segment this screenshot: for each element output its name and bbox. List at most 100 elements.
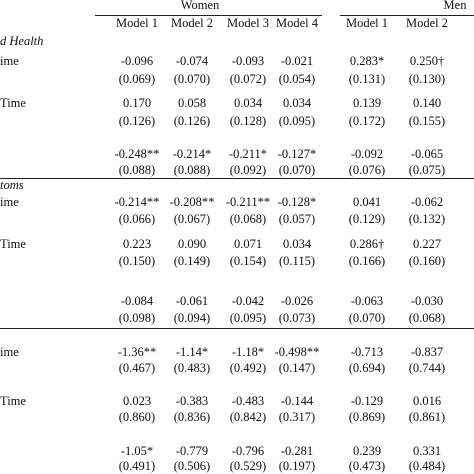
coefficient: -0.248** <box>115 147 160 161</box>
coefficient: -1.36** <box>118 345 157 359</box>
coefficient: -0.063 <box>351 294 383 308</box>
coefficient: -0.779 <box>176 444 208 458</box>
standard-error: (0.126) <box>119 114 155 128</box>
standard-error: (0.860) <box>119 410 155 424</box>
coefficient: 0.034 <box>283 237 312 251</box>
standard-error: (0.092) <box>230 163 266 177</box>
standard-error: (0.869) <box>349 410 385 424</box>
model-header: Model 1 <box>116 16 158 30</box>
standard-error: (0.836) <box>174 410 210 424</box>
standard-error: (0.149) <box>174 254 210 268</box>
coefficient: -0.074 <box>176 54 209 68</box>
coefficient: 0.034 <box>283 96 312 110</box>
coefficient: -0.030 <box>411 294 443 308</box>
model-header: Model 4 <box>276 16 319 30</box>
standard-error: (0.095) <box>230 311 266 325</box>
standard-error: (0.054) <box>279 72 315 86</box>
standard-error: (0.317) <box>279 410 315 424</box>
coefficient: -0.127* <box>278 147 317 161</box>
standard-error: (0.132) <box>409 212 445 226</box>
standard-error: (0.160) <box>409 254 445 268</box>
standard-error: (0.088) <box>174 163 210 177</box>
coefficient: 0.250† <box>410 54 444 68</box>
coefficient: -0.096 <box>121 54 153 68</box>
row-label: ime <box>0 54 19 68</box>
standard-error: (0.154) <box>230 254 266 268</box>
coefficient: -0.062 <box>411 195 443 209</box>
coefficient: -0.713 <box>351 345 383 359</box>
coefficient: 0.034 <box>234 96 263 110</box>
coefficient: 0.140 <box>413 96 441 110</box>
standard-error: (0.467) <box>119 361 155 375</box>
section-label: toms <box>0 178 24 192</box>
coefficient: 0.170 <box>123 96 151 110</box>
standard-error: (0.067) <box>174 212 210 226</box>
coefficient: -0.093 <box>232 54 264 68</box>
standard-error: (0.694) <box>349 361 385 375</box>
standard-error: (0.088) <box>119 163 155 177</box>
standard-error: (0.126) <box>174 114 210 128</box>
standard-error: (0.070) <box>174 72 210 86</box>
coefficient: -1.18* <box>232 345 264 359</box>
coefficient: -0.214* <box>173 147 212 161</box>
standard-error: (0.069) <box>119 72 155 86</box>
standard-error: (0.072) <box>230 72 266 86</box>
row-label: ime <box>0 195 19 209</box>
standard-error: (0.197) <box>279 459 315 473</box>
standard-error: (0.128) <box>230 114 266 128</box>
standard-error: (0.076) <box>349 163 385 177</box>
model-header: Model 2 <box>171 16 213 30</box>
row-label: ime <box>0 345 19 359</box>
standard-error: (0.095) <box>279 114 315 128</box>
coefficient: -0.796 <box>232 444 264 458</box>
coefficient: -0.021 <box>281 54 313 68</box>
standard-error: (0.744) <box>409 361 445 375</box>
standard-error: (0.068) <box>409 311 445 325</box>
standard-error: (0.068) <box>230 212 266 226</box>
coefficient: -1.14* <box>176 345 208 359</box>
coefficient: -0.214** <box>115 195 160 209</box>
standard-error: (0.131) <box>349 72 385 86</box>
model-header: Model 2 <box>406 16 448 30</box>
coefficient: -0.211** <box>226 195 270 209</box>
standard-error: (0.484) <box>409 459 445 473</box>
coefficient: 0.090 <box>178 237 206 251</box>
standard-error: (0.073) <box>279 311 315 325</box>
coefficient: 0.223 <box>123 237 151 251</box>
coefficient: 0.286† <box>350 237 384 251</box>
coefficient: -0.092 <box>351 147 383 161</box>
standard-error: (0.842) <box>230 410 266 424</box>
coefficient: -0.498** <box>275 345 320 359</box>
coefficient: -0.144 <box>281 394 314 408</box>
standard-error: (0.066) <box>119 212 155 226</box>
coefficient: -0.837 <box>411 345 443 359</box>
standard-error: (0.098) <box>119 311 155 325</box>
coefficient: 0.071 <box>234 237 262 251</box>
standard-error: (0.115) <box>279 254 315 268</box>
standard-error: (0.130) <box>409 72 445 86</box>
coefficient: -0.208** <box>170 195 215 209</box>
coefficient: 0.139 <box>353 96 381 110</box>
coefficient: 0.227 <box>413 237 441 251</box>
group-header: Women <box>181 0 220 12</box>
standard-error: (0.070) <box>279 163 315 177</box>
standard-error: (0.147) <box>279 361 315 375</box>
standard-error: (0.529) <box>230 459 266 473</box>
coefficient: 0.331 <box>413 444 441 458</box>
coefficient: -0.483 <box>232 394 264 408</box>
standard-error: (0.094) <box>174 311 210 325</box>
standard-error: (0.166) <box>349 254 385 268</box>
coefficient: -0.128* <box>278 195 317 209</box>
standard-error: (0.492) <box>230 361 266 375</box>
group-header: Men <box>444 0 468 12</box>
coefficient: -1.05* <box>121 444 153 458</box>
coefficient: -0.383 <box>176 394 208 408</box>
standard-error: (0.057) <box>279 212 315 226</box>
coefficient: -0.129 <box>351 394 383 408</box>
coefficient: 0.041 <box>353 195 381 209</box>
standard-error: (0.075) <box>409 163 445 177</box>
coefficient: 0.016 <box>413 394 441 408</box>
standard-error: (0.129) <box>349 212 385 226</box>
section-label: d Health <box>0 34 43 48</box>
